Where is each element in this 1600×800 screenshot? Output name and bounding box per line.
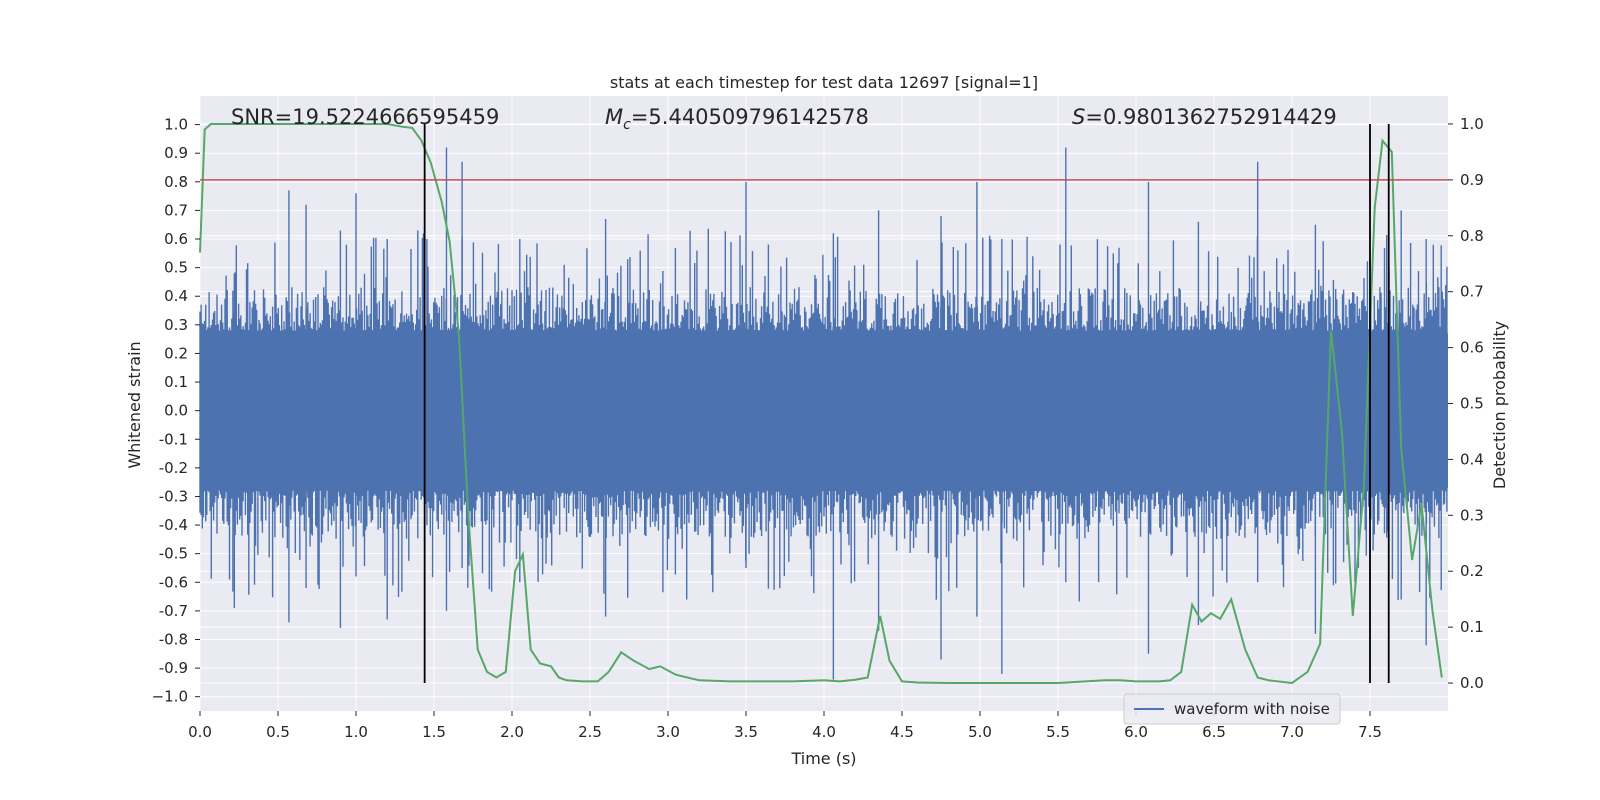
score-value: =0.9801362752914429 (1085, 105, 1336, 129)
x-tick-label: 4.5 (890, 723, 914, 741)
y-tick-label: 0.1 (164, 373, 188, 391)
x-tick-label: 5.0 (968, 723, 992, 741)
probability-series (199, 123, 1443, 685)
y-tick-label: -0.4 (159, 516, 188, 534)
y-right-tick-label: 0.2 (1460, 562, 1484, 580)
y-tick-label: -0.9 (159, 659, 188, 677)
y-right-tick-label: 0.0 (1460, 674, 1484, 692)
ticks: 1.0 0.9 0.8 0.7 0.6 0.5 0.4 0.3 0.2 0.1 0.0 -0.1 -0.… (152, 115, 1484, 741)
y-right-tick-label: 1.0 (1460, 115, 1484, 133)
x-tick-label: 2.5 (578, 723, 602, 741)
y-tick-label: -0.5 (159, 545, 188, 563)
y-right-axis-label: Detection probability (1490, 321, 1509, 489)
waveform-core-band (200, 333, 1448, 488)
legend-label: waveform with noise (1174, 700, 1330, 718)
probability-line (199, 123, 1443, 685)
y-right-tick-label: 0.7 (1460, 283, 1484, 301)
y-right-tick-label: 0.9 (1460, 171, 1484, 189)
y-right-tick-label: 0.8 (1460, 227, 1484, 245)
y-tick-label: 0.9 (164, 144, 188, 162)
y-right-tick-label: 0.4 (1460, 450, 1484, 468)
x-tick-label: 1.0 (344, 723, 368, 741)
y-tick-label: 0.3 (164, 316, 188, 334)
x-tick-label: 3.5 (734, 723, 758, 741)
waveform-series (199, 147, 1448, 680)
y-right-tick-label: 0.3 (1460, 506, 1484, 524)
y-tick-label: 0.2 (164, 344, 188, 362)
x-tick-label: 5.5 (1046, 723, 1070, 741)
reference-lines (200, 123, 1448, 684)
x-tick-label: 4.0 (812, 723, 836, 741)
y-tick-label: -0.3 (159, 487, 188, 505)
y-tick-label: 0.4 (164, 287, 188, 305)
y-tick-label: 1.0 (164, 116, 188, 134)
x-tick-label: 0.0 (188, 723, 212, 741)
x-tick-label: 7.0 (1280, 723, 1304, 741)
x-tick-label: 1.5 (422, 723, 446, 741)
snr-annotation: SNR=19.5224666595459 (231, 105, 499, 129)
x-tick-label: 6.0 (1124, 723, 1148, 741)
legend-box (1123, 693, 1341, 725)
y-axis-label: Whitened strain (125, 341, 144, 468)
y-tick-label: -0.2 (159, 459, 188, 477)
y-right-tick-label: 0.6 (1460, 339, 1484, 357)
x-axis-label: Time (s) (790, 749, 856, 768)
x-tick-label: 2.0 (500, 723, 524, 741)
y-tick-label: 0.0 (164, 402, 188, 420)
score-symbol: S (1072, 105, 1085, 129)
legend: waveform with noise (1123, 693, 1341, 725)
x-tick-label: 3.0 (656, 723, 680, 741)
chirp-mass-subscript: c (623, 117, 631, 133)
y-tick-label: 0.6 (164, 230, 188, 248)
chirp-mass-annotation: Mc=5.440509796142578 (605, 105, 869, 133)
y-tick-label: -0.7 (159, 602, 188, 620)
score-annotation: S=0.9801362752914429 (1072, 105, 1337, 129)
x-tick-label: 6.5 (1202, 723, 1226, 741)
y-tick-label: 0.7 (164, 201, 188, 219)
y-tick-label: 0.8 (164, 173, 188, 191)
chirp-mass-value: =5.440509796142578 (631, 105, 869, 129)
y-tick-label: -0.6 (159, 573, 188, 591)
y-tick-label: 0.5 (164, 259, 188, 277)
y-right-tick-label: 0.5 (1460, 395, 1484, 413)
y-tick-label: -0.1 (159, 430, 188, 448)
chirp-mass-symbol: M (605, 105, 623, 129)
y-tick-label: −1.0 (152, 688, 188, 706)
x-tick-label: 0.5 (266, 723, 290, 741)
x-tick-label: 7.5 (1358, 723, 1382, 741)
y-right-tick-label: 0.1 (1460, 618, 1484, 636)
y-tick-label: -0.8 (159, 630, 188, 648)
chart-title: stats at each timestep for test data 126… (610, 73, 1038, 92)
